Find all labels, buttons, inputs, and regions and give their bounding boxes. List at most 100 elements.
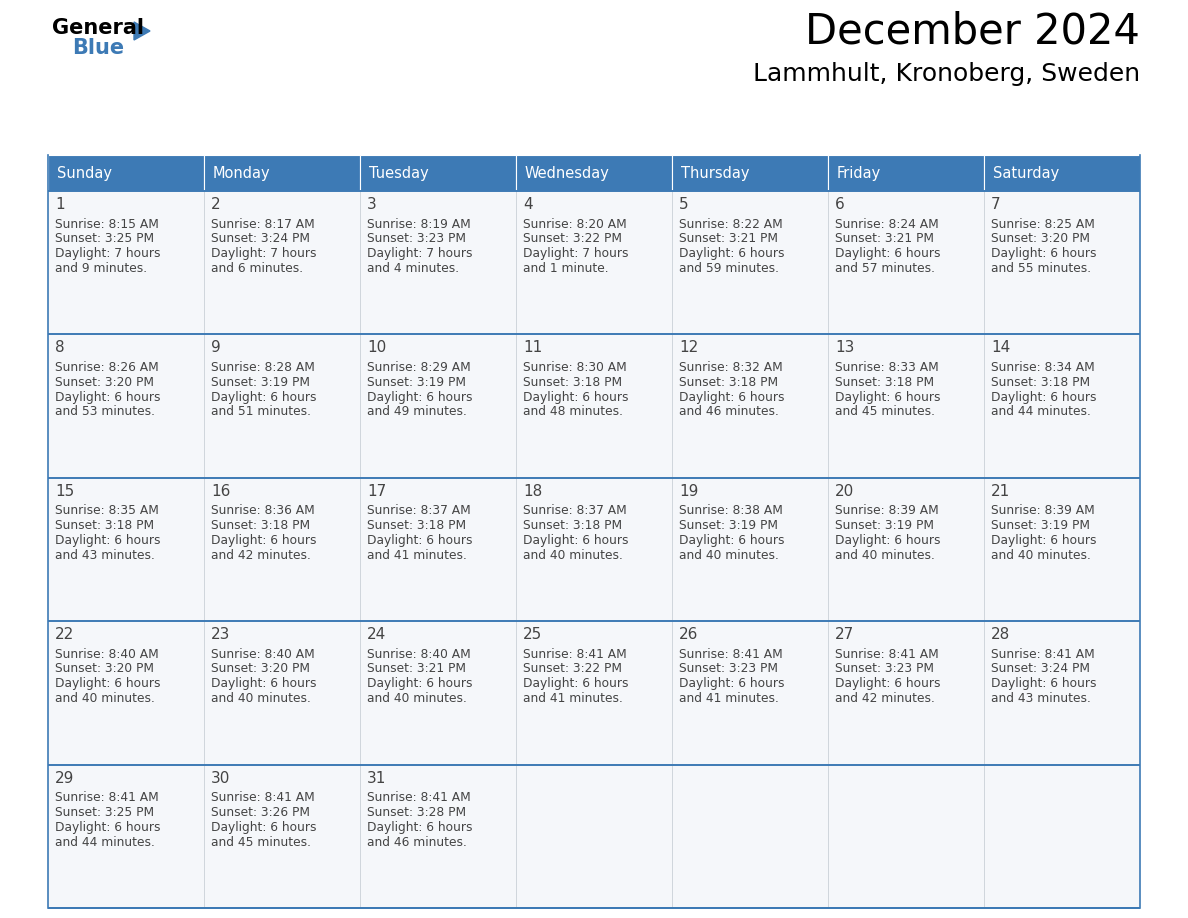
Text: and 40 minutes.: and 40 minutes. — [55, 692, 154, 705]
Text: Daylight: 6 hours: Daylight: 6 hours — [835, 534, 941, 547]
Text: Daylight: 6 hours: Daylight: 6 hours — [680, 247, 784, 260]
Text: Sunrise: 8:41 AM: Sunrise: 8:41 AM — [680, 648, 783, 661]
Bar — [48, 334, 204, 477]
Text: Daylight: 6 hours: Daylight: 6 hours — [211, 677, 316, 690]
Bar — [672, 477, 828, 621]
Text: Sunset: 3:25 PM: Sunset: 3:25 PM — [55, 232, 154, 245]
Text: Sunrise: 8:26 AM: Sunrise: 8:26 AM — [55, 361, 159, 374]
Text: Sunset: 3:18 PM: Sunset: 3:18 PM — [523, 519, 623, 532]
Text: and 48 minutes.: and 48 minutes. — [523, 406, 623, 419]
Text: and 40 minutes.: and 40 minutes. — [835, 549, 935, 562]
Bar — [360, 621, 516, 765]
Text: Lammhult, Kronoberg, Sweden: Lammhult, Kronoberg, Sweden — [753, 62, 1140, 86]
Text: Sunset: 3:24 PM: Sunset: 3:24 PM — [211, 232, 310, 245]
Text: 2: 2 — [211, 197, 221, 212]
Text: Daylight: 6 hours: Daylight: 6 hours — [55, 390, 160, 404]
Text: and 53 minutes.: and 53 minutes. — [55, 406, 154, 419]
Bar — [828, 191, 984, 334]
Text: Daylight: 6 hours: Daylight: 6 hours — [523, 677, 628, 690]
Text: and 1 minute.: and 1 minute. — [523, 262, 608, 274]
Text: 8: 8 — [55, 341, 64, 355]
Text: 18: 18 — [523, 484, 542, 498]
Text: Sunset: 3:19 PM: Sunset: 3:19 PM — [991, 519, 1091, 532]
Text: Sunset: 3:23 PM: Sunset: 3:23 PM — [680, 663, 778, 676]
Text: Daylight: 7 hours: Daylight: 7 hours — [367, 247, 473, 260]
Bar — [984, 334, 1140, 477]
Text: Sunset: 3:18 PM: Sunset: 3:18 PM — [835, 375, 934, 388]
Text: and 9 minutes.: and 9 minutes. — [55, 262, 147, 274]
Bar — [672, 155, 828, 191]
Bar — [984, 477, 1140, 621]
Text: and 55 minutes.: and 55 minutes. — [991, 262, 1091, 274]
Text: Sunset: 3:23 PM: Sunset: 3:23 PM — [367, 232, 466, 245]
Bar — [828, 621, 984, 765]
Text: and 41 minutes.: and 41 minutes. — [367, 549, 467, 562]
Text: Daylight: 6 hours: Daylight: 6 hours — [55, 534, 160, 547]
Text: Daylight: 6 hours: Daylight: 6 hours — [211, 821, 316, 834]
Bar — [828, 334, 984, 477]
Bar — [672, 191, 828, 334]
Text: Daylight: 6 hours: Daylight: 6 hours — [680, 390, 784, 404]
Text: Sunset: 3:19 PM: Sunset: 3:19 PM — [211, 375, 310, 388]
Bar — [204, 155, 360, 191]
Text: and 42 minutes.: and 42 minutes. — [211, 549, 311, 562]
Text: Sunset: 3:19 PM: Sunset: 3:19 PM — [367, 375, 466, 388]
Bar — [516, 191, 672, 334]
Bar — [204, 765, 360, 908]
Bar — [828, 765, 984, 908]
Bar — [360, 191, 516, 334]
Bar — [516, 621, 672, 765]
Text: 7: 7 — [991, 197, 1000, 212]
Text: 21: 21 — [991, 484, 1010, 498]
Text: 15: 15 — [55, 484, 74, 498]
Text: Sunrise: 8:32 AM: Sunrise: 8:32 AM — [680, 361, 783, 374]
Text: Sunset: 3:22 PM: Sunset: 3:22 PM — [523, 232, 623, 245]
Text: 25: 25 — [523, 627, 542, 643]
Bar — [516, 477, 672, 621]
Text: 11: 11 — [523, 341, 542, 355]
Text: 13: 13 — [835, 341, 854, 355]
Text: 22: 22 — [55, 627, 74, 643]
Bar — [48, 477, 204, 621]
Text: Sunset: 3:18 PM: Sunset: 3:18 PM — [991, 375, 1091, 388]
Text: Daylight: 7 hours: Daylight: 7 hours — [523, 247, 628, 260]
Text: 23: 23 — [211, 627, 230, 643]
Text: 26: 26 — [680, 627, 699, 643]
Text: Sunrise: 8:20 AM: Sunrise: 8:20 AM — [523, 218, 627, 230]
Text: Daylight: 6 hours: Daylight: 6 hours — [367, 534, 473, 547]
Text: Sunset: 3:24 PM: Sunset: 3:24 PM — [991, 663, 1091, 676]
Text: Daylight: 6 hours: Daylight: 6 hours — [835, 390, 941, 404]
Text: and 40 minutes.: and 40 minutes. — [991, 549, 1091, 562]
Bar — [360, 334, 516, 477]
Text: Sunrise: 8:24 AM: Sunrise: 8:24 AM — [835, 218, 939, 230]
Text: Sunset: 3:20 PM: Sunset: 3:20 PM — [55, 375, 154, 388]
Text: Sunrise: 8:28 AM: Sunrise: 8:28 AM — [211, 361, 315, 374]
Text: Daylight: 6 hours: Daylight: 6 hours — [367, 677, 473, 690]
Text: and 43 minutes.: and 43 minutes. — [991, 692, 1091, 705]
Text: Sunset: 3:23 PM: Sunset: 3:23 PM — [835, 663, 934, 676]
Text: Sunrise: 8:40 AM: Sunrise: 8:40 AM — [367, 648, 470, 661]
Text: Sunset: 3:21 PM: Sunset: 3:21 PM — [367, 663, 466, 676]
Text: Daylight: 6 hours: Daylight: 6 hours — [835, 247, 941, 260]
Text: and 44 minutes.: and 44 minutes. — [55, 835, 154, 848]
Text: 12: 12 — [680, 341, 699, 355]
Text: Sunset: 3:21 PM: Sunset: 3:21 PM — [835, 232, 934, 245]
Text: Daylight: 6 hours: Daylight: 6 hours — [991, 534, 1097, 547]
Text: and 49 minutes.: and 49 minutes. — [367, 406, 467, 419]
Bar — [360, 477, 516, 621]
Text: and 40 minutes.: and 40 minutes. — [367, 692, 467, 705]
Polygon shape — [134, 22, 150, 40]
Text: Sunrise: 8:15 AM: Sunrise: 8:15 AM — [55, 218, 159, 230]
Text: and 40 minutes.: and 40 minutes. — [680, 549, 779, 562]
Text: 24: 24 — [367, 627, 386, 643]
Bar — [984, 155, 1140, 191]
Bar — [48, 621, 204, 765]
Text: Sunrise: 8:39 AM: Sunrise: 8:39 AM — [991, 504, 1095, 518]
Bar — [204, 621, 360, 765]
Bar — [204, 334, 360, 477]
Text: Sunset: 3:20 PM: Sunset: 3:20 PM — [55, 663, 154, 676]
Text: Daylight: 6 hours: Daylight: 6 hours — [55, 677, 160, 690]
Text: Daylight: 7 hours: Daylight: 7 hours — [55, 247, 160, 260]
Text: Sunset: 3:22 PM: Sunset: 3:22 PM — [523, 663, 623, 676]
Bar — [360, 765, 516, 908]
